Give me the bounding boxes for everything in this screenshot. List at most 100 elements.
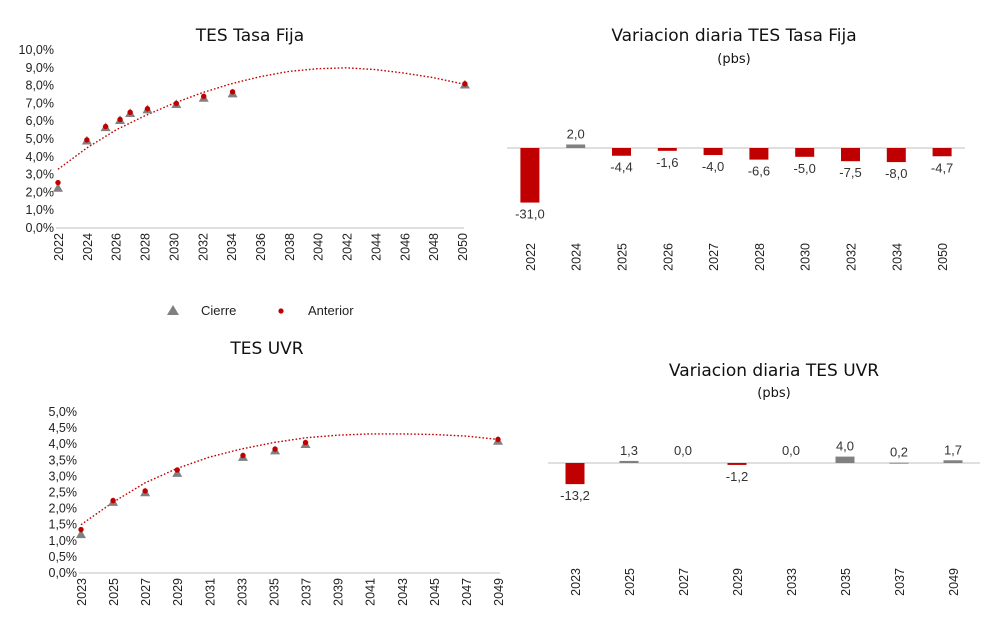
x-tick-label: 2046 [398, 233, 412, 261]
x-tick-label: 2034 [225, 233, 239, 261]
x-tick-label: 2030 [799, 243, 813, 271]
bar [566, 144, 586, 148]
cierre-point [76, 529, 86, 539]
y-tick-label: 5,0% [49, 405, 78, 419]
x-tick-label: 2042 [341, 233, 355, 261]
y-tick-label: 4,5% [49, 421, 78, 435]
y-tick-label: 1,5% [49, 518, 78, 532]
bar-chart-variacion-uvr: -13,2 2023 1,3 2025 0,0 2027 -1,2 2029 0,0 2033 4,… [548, 439, 980, 596]
x-tick-label: 2028 [753, 243, 767, 271]
legend-anterior-marker [278, 308, 284, 314]
x-tick-label: 2040 [312, 233, 326, 261]
data-label: 1,3 [620, 443, 638, 458]
x-tick-label: 2036 [254, 233, 268, 261]
y-tick-label: 4,0% [26, 150, 55, 164]
data-label: 0,2 [890, 445, 908, 460]
chart-subtitle-variacion-tasa-fija: (pbs) [717, 52, 750, 67]
chart-title-variacion-tasa-fija: Variacion diaria TES Tasa Fija [611, 26, 856, 46]
bar [841, 148, 860, 162]
bar [795, 148, 815, 157]
x-tick-label: 2048 [427, 233, 441, 261]
x-tick-label: 2032 [196, 233, 210, 261]
data-label: -6,6 [748, 164, 770, 179]
chart-title-tes-tasa-fija: TES Tasa Fija [195, 26, 304, 46]
cierre-point [53, 182, 63, 192]
x-tick-label: 2050 [456, 233, 470, 261]
trend-line [80, 433, 499, 526]
x-tick-label: 2027 [707, 243, 721, 271]
anterior-point [229, 89, 236, 95]
x-tick-label: 2030 [167, 233, 181, 261]
x-tick-label: 2026 [110, 233, 124, 261]
y-tick-label: 3,0% [49, 469, 78, 483]
legend-cierre-label: Cierre [201, 303, 236, 318]
bar [565, 463, 585, 485]
x-tick-label: 2034 [890, 243, 904, 271]
anterior-point [201, 93, 207, 99]
bar [943, 460, 963, 463]
x-tick-label: 2025 [623, 568, 637, 596]
y-tick-label: 2,0% [49, 502, 78, 516]
data-label: 0,0 [782, 443, 800, 458]
data-label: -4,0 [702, 159, 724, 174]
anterior-point [462, 81, 468, 87]
y-tick-label: 1,0% [26, 203, 55, 217]
x-tick-label: 2045 [428, 578, 442, 606]
y-tick-label: 8,0% [26, 79, 55, 93]
x-tick-label: 2038 [283, 233, 297, 261]
anterior-point [84, 137, 90, 143]
data-label: -1,6 [656, 155, 678, 170]
data-label: -1,2 [726, 469, 748, 484]
y-tick-label: 10,0% [19, 43, 54, 57]
x-tick-label: 2033 [235, 578, 249, 606]
anterior-point [142, 488, 148, 494]
bar [932, 148, 952, 157]
y-tick-label: 3,5% [49, 453, 78, 467]
anterior-point [272, 446, 278, 452]
anterior-point [110, 497, 116, 504]
x-tick-label: 2047 [460, 578, 474, 606]
anterior-point [240, 452, 246, 459]
y-tick-label: 3,0% [26, 168, 55, 182]
legend-anterior-label: Anterior [308, 303, 354, 318]
x-tick-label: 2022 [52, 233, 66, 261]
anterior-point [174, 467, 180, 473]
data-label: -13,2 [560, 488, 590, 503]
bar [727, 463, 747, 465]
x-tick-label: 2041 [364, 578, 378, 606]
x-tick-label: 2035 [267, 578, 281, 606]
x-tick-label: 2027 [139, 578, 153, 606]
y-tick-label: 6,0% [26, 114, 55, 128]
x-tick-label: 2050 [936, 243, 950, 271]
anterior-point [302, 439, 309, 446]
data-label: 2,0 [567, 126, 585, 141]
data-label: -5,0 [793, 161, 815, 176]
trend-line [57, 67, 463, 170]
bar [749, 148, 769, 160]
data-label: 4,0 [836, 439, 854, 454]
x-tick-label: 2044 [369, 233, 383, 261]
data-label: -8,0 [885, 166, 907, 181]
y-tick-label: 5,0% [26, 132, 55, 146]
y-tick-label: 1,0% [49, 534, 78, 548]
x-tick-label: 2024 [81, 233, 95, 261]
chart-subtitle-variacion-uvr: (pbs) [757, 386, 790, 401]
x-tick-label: 2024 [570, 243, 584, 271]
x-tick-label: 2031 [203, 578, 217, 606]
y-tick-label: 2,5% [49, 486, 78, 500]
x-tick-label: 2029 [171, 578, 185, 606]
x-tick-label: 2025 [616, 243, 630, 271]
bar [619, 460, 639, 463]
scatter-chart-tes-uvr: 0,0% 0,5% 1,0% 1,5% 2,0% 2,5% 3,0% 3,5% 4,0% 4,5%… [49, 405, 507, 606]
bar [835, 456, 855, 463]
anterior-point [102, 123, 109, 130]
y-tick-label: 7,0% [26, 96, 55, 110]
x-tick-label: 2035 [839, 568, 853, 596]
anterior-point [127, 109, 133, 116]
anterior-point [144, 106, 151, 112]
bar [889, 462, 909, 464]
data-label: -7,5 [839, 165, 861, 180]
data-label: -4,7 [931, 160, 953, 175]
